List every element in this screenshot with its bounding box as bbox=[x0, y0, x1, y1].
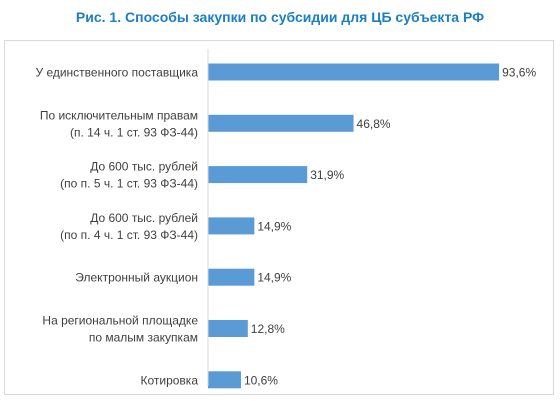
value-label-3: 31,9% bbox=[310, 168, 344, 182]
bar-6 bbox=[208, 320, 248, 337]
chart-title: Рис. 1. Способы закупки по субсидии для … bbox=[75, 9, 485, 25]
category-label-4-line-2: (по п. 4 ч. 1 ст. 93 ФЗ-44) bbox=[60, 228, 198, 242]
chart-area: 93,6% У единственного поставщика 46,8% По и… bbox=[4, 40, 554, 395]
category-label-1-line-1: У единственного поставщика bbox=[35, 66, 198, 80]
bar-2 bbox=[208, 114, 354, 132]
value-label-4: 14,9% bbox=[257, 219, 291, 233]
category-label-4-line-1: До 600 тыс. рублей bbox=[90, 211, 198, 225]
bar-4 bbox=[208, 217, 255, 235]
category-label-7-line-1: Котировка bbox=[140, 373, 198, 387]
value-label-5: 14,9% bbox=[257, 271, 291, 285]
bar-5 bbox=[208, 268, 255, 286]
value-label-6: 12,8% bbox=[251, 322, 285, 336]
category-label-6-line-2: по малым закупкам bbox=[89, 331, 198, 345]
category-label-3-line-2: (по п. 5 ч. 1 ст. 93 ФЗ-44) bbox=[60, 177, 198, 191]
category-label-2-line-2: (п. 14 ч. 1 ст. 93 ФЗ-44) bbox=[70, 125, 198, 139]
bar-1 bbox=[208, 63, 500, 81]
category-label-5-line-1: Электронный аукцион bbox=[75, 271, 198, 285]
value-label-7: 10,6% bbox=[244, 373, 278, 387]
value-label-2: 46,8% bbox=[357, 117, 391, 131]
category-label-3-line-1: До 600 тыс. рублей bbox=[90, 160, 198, 174]
bar-3 bbox=[208, 166, 308, 184]
value-label-1: 93,6% bbox=[502, 66, 536, 80]
bar-chart: 93,6% У единственного поставщика 46,8% По и… bbox=[35, 49, 536, 389]
category-label-2-line-1: По исключительным правам bbox=[40, 108, 198, 122]
bar-7 bbox=[208, 371, 241, 389]
category-label-6-line-1: На региональной площадке bbox=[42, 314, 198, 328]
